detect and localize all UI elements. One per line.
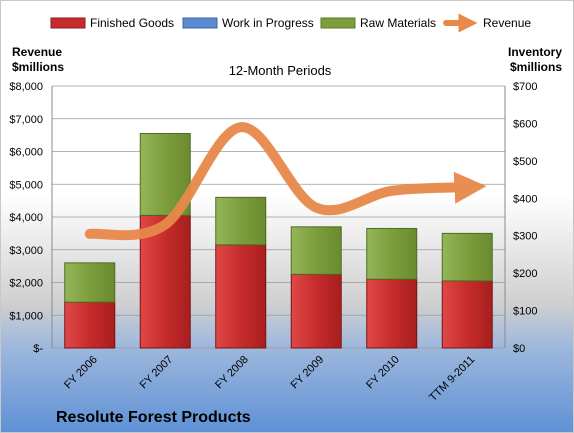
left-tick-label: $6,000 [9,147,43,159]
bars [64,132,493,349]
left-tick-label: $3,000 [9,245,43,257]
bar-finished-goods [215,244,267,349]
right-tick-label: $0 [513,343,525,355]
right-tick-label: $300 [513,231,537,243]
legend-swatch-work-in-progress [182,17,218,29]
bar-finished-goods [366,278,418,349]
bar-raw-materials [215,196,267,246]
bar-finished-goods [64,301,116,349]
left-axis-title-line2: $millions [12,60,64,74]
left-axis-ticks: $- $1,000 $2,000 $3,000 $4,000 $5,000 $6,000 $7… [9,81,43,355]
legend-label-raw-materials: Raw Materials [360,16,436,30]
bar-finished-goods [290,273,342,349]
bar-raw-materials [366,227,418,280]
left-tick-label: $5,000 [9,179,43,191]
bar-raw-materials [290,226,342,275]
left-tick-label: $2,000 [9,278,43,290]
right-tick-label: $700 [513,81,537,93]
bar-raw-materials [64,262,116,303]
left-tick-label: $7,000 [9,114,43,126]
bar-finished-goods [139,214,191,349]
legend-swatch-finished-goods [50,17,86,29]
right-axis-title-line1: Inventory [508,45,562,59]
legend-label-revenue: Revenue [483,16,531,30]
right-axis-title-line2: $millions [510,60,562,74]
left-axis-title-line1: Revenue [12,45,62,59]
footer-title: Resolute Forest Products [56,409,251,426]
bar-finished-goods [441,280,493,349]
revenue-line [84,122,487,241]
right-tick-label: $200 [513,268,537,280]
left-tick-label: $4,000 [9,212,43,224]
legend-label-work-in-progress: Work in Progress [222,16,314,30]
left-tick-label: $- [33,343,43,355]
left-tick-label: $8,000 [9,81,43,93]
legend-label-finished-goods: Finished Goods [90,16,174,30]
right-axis-ticks: $0 $100 $200 $300 $400 $500 $600 $700 [513,81,537,355]
right-tick-label: $100 [513,306,537,318]
right-tick-label: $500 [513,156,537,168]
left-tick-label: $1,000 [9,310,43,322]
legend-swatch-raw-materials [320,17,356,29]
legend: Finished Goods Work in Progress Raw Mate… [50,13,531,33]
bar-raw-materials [441,232,493,282]
chart-title: 12-Month Periods [229,63,332,78]
right-tick-label: $400 [513,193,537,205]
right-tick-label: $600 [513,118,537,130]
